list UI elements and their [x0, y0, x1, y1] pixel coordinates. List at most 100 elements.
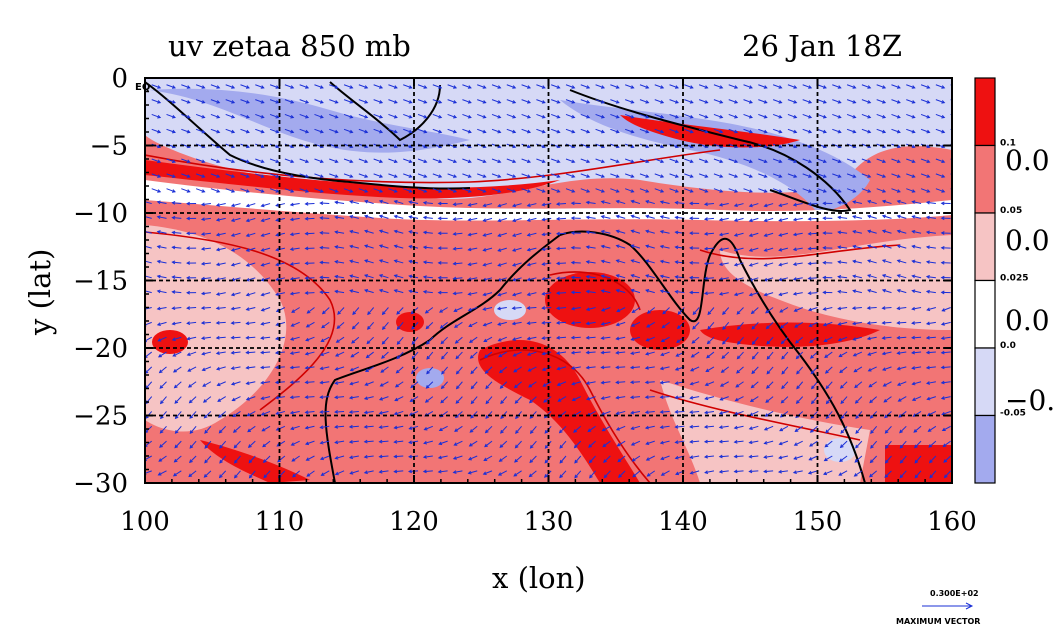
wind-vector-head	[438, 159, 443, 164]
wind-vector	[521, 158, 531, 163]
wind-vector	[453, 232, 463, 235]
wind-vector-head	[500, 415, 504, 420]
wind-vector	[379, 410, 389, 414]
wind-vector	[556, 336, 567, 339]
wind-vector-head	[615, 129, 620, 134]
wind-vector-head	[558, 429, 563, 434]
wind-vector-head	[703, 291, 708, 296]
wind-vector	[808, 292, 818, 294]
wind-vector-head	[438, 441, 443, 446]
wind-vector-head	[245, 203, 250, 208]
wind-vector-head	[629, 380, 634, 385]
wind-vector-head	[586, 396, 591, 401]
wind-vector	[882, 366, 892, 371]
wind-vector-head	[437, 231, 442, 236]
wind-vector	[616, 289, 626, 294]
wind-vector-head	[808, 129, 813, 134]
wind-vector-head	[792, 202, 797, 207]
wind-vector	[616, 259, 626, 264]
wind-vector-head	[245, 189, 250, 193]
wind-vector	[290, 232, 300, 236]
wind-vector-head	[438, 427, 443, 432]
wind-vector-head	[660, 174, 665, 178]
wind-vector	[409, 216, 419, 219]
wind-vector	[542, 217, 552, 221]
wind-vector	[574, 470, 582, 479]
wind-vector-head	[289, 262, 294, 266]
wind-vector	[721, 366, 730, 373]
wind-vector-head	[778, 129, 783, 134]
wind-vector-head	[171, 321, 176, 326]
x-tick-label-0: 100	[120, 507, 170, 537]
wind-vector-head	[867, 289, 872, 293]
wind-vector	[187, 351, 197, 356]
wind-vector	[166, 99, 176, 104]
wind-vector	[202, 351, 212, 355]
wind-vector-head	[364, 259, 369, 263]
wind-vector-head	[645, 159, 650, 164]
wind-vector-head	[230, 381, 235, 386]
wind-vector-head	[541, 262, 546, 266]
wind-vector-head	[807, 291, 812, 296]
wind-vector-head	[440, 340, 445, 345]
wind-vector-head	[660, 456, 665, 461]
wind-vector-head	[409, 398, 414, 402]
wind-vector-head	[943, 474, 948, 479]
wind-vector-head	[393, 454, 398, 459]
wind-vector	[897, 289, 907, 294]
wind-vector-head	[603, 459, 607, 463]
wind-vector	[231, 381, 241, 385]
wind-vector-head	[586, 114, 591, 119]
wind-vector-head	[733, 233, 738, 237]
wind-vector-head	[290, 85, 295, 89]
wind-vector-head	[630, 214, 635, 219]
wind-vector	[713, 173, 723, 178]
wind-vector-head	[911, 174, 916, 178]
vector-legend-value: 0.300E+02	[930, 589, 979, 598]
wind-vector-head	[378, 454, 383, 459]
wind-vector-head	[585, 274, 590, 279]
wind-vector	[749, 440, 759, 444]
wind-vector	[160, 411, 167, 419]
wind-vector-head	[439, 325, 444, 329]
wind-vector-head	[825, 385, 830, 390]
wind-vector	[684, 158, 693, 163]
wind-vector	[382, 322, 389, 330]
wind-vector	[343, 128, 353, 133]
wind-vector	[941, 351, 951, 354]
wind-vector	[846, 99, 856, 104]
wind-vector-head	[733, 440, 738, 444]
wind-vector	[320, 247, 330, 249]
wind-vector	[898, 396, 907, 402]
wind-vector	[248, 455, 256, 463]
wind-vector	[320, 202, 330, 205]
wind-vector-head	[157, 129, 162, 134]
wind-vector	[231, 292, 241, 296]
wind-vector	[565, 158, 575, 163]
wind-vector-head	[304, 410, 309, 415]
wind-vector	[225, 128, 235, 133]
wind-vector-head	[305, 337, 310, 342]
wind-vector	[882, 289, 892, 294]
wind-vector-head	[527, 189, 532, 193]
wind-vector	[941, 321, 951, 325]
wind-vector	[379, 455, 389, 458]
wind-vector-head	[808, 174, 813, 178]
wind-vector	[276, 440, 286, 447]
wind-vector-head	[792, 232, 797, 237]
wind-vector	[838, 290, 848, 294]
wind-vector	[397, 322, 404, 330]
wind-vector	[802, 188, 812, 193]
wind-vector-head	[304, 395, 309, 399]
wind-vector	[824, 351, 833, 358]
wind-vector-head	[230, 335, 235, 340]
wind-vector	[897, 245, 907, 249]
wind-vector	[364, 259, 374, 264]
wind-vector-head	[778, 277, 783, 282]
wind-vector	[365, 366, 374, 372]
wind-vector	[349, 260, 359, 264]
wind-vector	[477, 84, 486, 89]
wind-vector	[565, 188, 575, 193]
wind-vector	[246, 262, 256, 267]
wind-vector	[543, 381, 552, 387]
